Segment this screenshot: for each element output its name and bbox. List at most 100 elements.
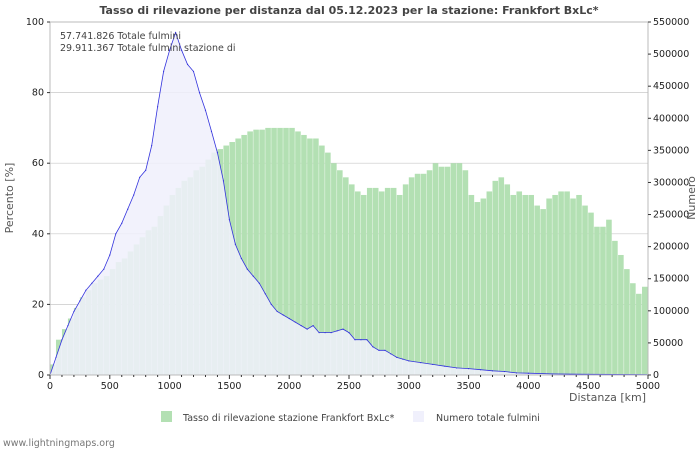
rate-bar [360,194,367,375]
count-point [174,31,177,34]
count-point [85,289,87,291]
rate-bar [516,191,523,375]
rate-bar [534,205,540,375]
y-tick-label: 60 [32,158,44,169]
rate-bar [396,194,403,375]
count-point [468,368,470,370]
x-tick-label: 2000 [277,381,301,392]
x-tick-label: 4500 [576,381,600,392]
count-point [372,346,374,348]
count-point [109,254,111,256]
count-point [73,310,75,313]
x-tick-label: 3000 [397,381,421,392]
y2-tick-label: 250000 [653,210,689,221]
count-point [127,208,129,210]
rate-bar [522,194,528,375]
x-tick-label: 5000 [636,381,660,392]
rate-bar [612,240,618,375]
rate-bar [349,184,355,375]
rate-bar [366,187,373,375]
y-tick-label: 80 [32,88,44,99]
count-point [491,370,494,372]
count-point [282,314,284,316]
rate-bar [331,163,337,375]
count-point [228,219,230,221]
rate-bar [319,145,325,375]
rate-bar [462,170,469,375]
y2-tick-label: 550000 [653,17,689,28]
count-point [312,324,314,327]
rate-bar [498,177,505,375]
rate-bar [546,198,552,375]
count-point [551,373,553,375]
x-tick-label: 2500 [337,381,361,392]
count-point [444,365,446,367]
count-point [420,362,422,364]
rate-bar [426,170,433,375]
rate-bar [271,127,277,376]
rate-bar [438,166,445,375]
x-tick-label: 4000 [516,381,540,392]
rate-bar [642,286,648,375]
rate-bar [420,173,427,375]
count-point [145,169,147,171]
y2-tick-label: 350000 [653,145,689,156]
y2-tick-label: 0 [653,370,659,381]
x-axis-label: Distanza [km] [569,391,646,404]
rate-bar [450,163,457,375]
count-point [180,49,183,51]
axes: 0204060801000500001000001500002000002500… [26,17,689,392]
count-point [396,356,398,358]
rate-bar [594,226,600,375]
rate-bar [432,163,439,375]
count-point [252,275,254,277]
rate-bar [259,129,265,375]
count-point [318,332,320,334]
y2-tick-label: 400000 [653,113,689,124]
legend-swatch-count [413,411,424,422]
count-point [324,332,326,334]
y2-tick-label: 150000 [653,274,689,285]
rate-bar [277,127,283,376]
rate-bar [492,180,499,375]
rate-bar [247,131,253,375]
y2-tick-label: 300000 [653,177,689,188]
legend-swatch-rate [161,411,172,422]
rate-bar [636,293,642,375]
y-tick-label: 20 [32,299,44,310]
y2-axis-label: Numero [685,176,698,220]
rate-bar [384,187,391,375]
count-point [360,339,362,341]
rate-bar [474,202,481,375]
count-point [121,222,123,224]
count-points [49,31,649,376]
count-point [133,194,135,196]
count-point [258,282,260,284]
y-tick-label: 0 [38,370,44,381]
count-point [61,339,63,341]
rate-bar [600,226,606,375]
count-point [378,349,380,351]
count-point [336,330,338,332]
footer-credit[interactable]: www.lightningmaps.org [3,438,115,449]
rate-bar [480,198,487,375]
rate-bar [606,219,612,375]
annotation-station: 29.911.367 Totale fulmini stazione di [60,43,236,54]
rate-bar [564,191,570,375]
count-point [55,356,57,358]
x-tick-label: 1000 [158,381,182,392]
y2-tick-label: 200000 [653,242,689,253]
count-point [276,310,278,313]
rate-bar [343,177,349,375]
count-point [97,275,99,277]
rate-bar [624,269,630,375]
y2-tick-label: 50000 [653,338,683,349]
rate-bar [486,191,493,375]
rate-bar [289,127,295,376]
rate-bar [414,173,421,375]
count-point [515,372,518,374]
rate-bar [570,198,576,375]
legend-label-count: Numero totale fulmini [436,413,540,424]
rate-bar [325,152,331,375]
